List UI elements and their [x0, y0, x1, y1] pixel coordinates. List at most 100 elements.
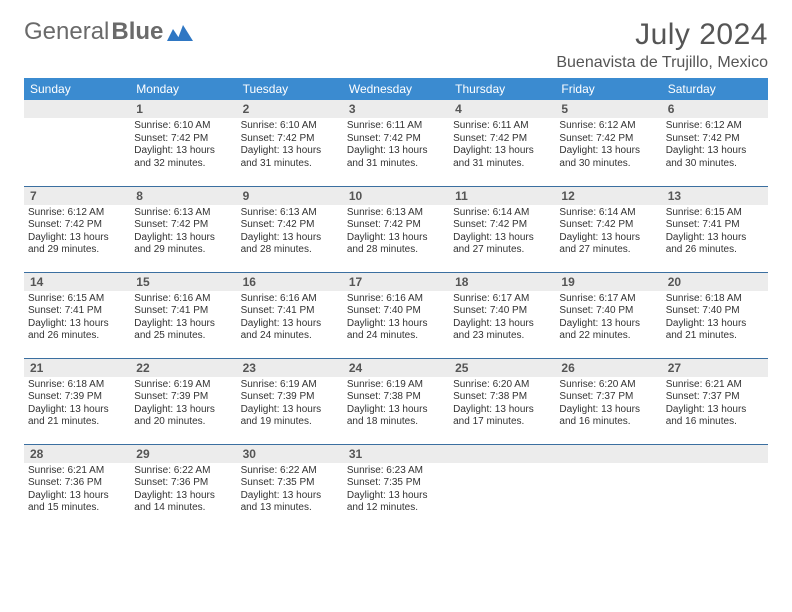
sunrise-line: Sunrise: 6:10 AM: [241, 120, 339, 133]
day-info: Sunrise: 6:22 AMSunset: 7:35 PMDaylight:…: [241, 465, 339, 515]
calendar-empty-cell: [24, 100, 130, 186]
day-info: Sunrise: 6:12 AMSunset: 7:42 PMDaylight:…: [559, 120, 657, 170]
sunrise-line: Sunrise: 6:12 AM: [666, 120, 764, 133]
calendar-day-cell: 12Sunrise: 6:14 AMSunset: 7:42 PMDayligh…: [555, 186, 661, 272]
sunset-line: Sunset: 7:37 PM: [666, 391, 764, 404]
sunset-line: Sunset: 7:41 PM: [28, 305, 126, 318]
sunrise-line: Sunrise: 6:21 AM: [666, 379, 764, 392]
calendar-day-cell: 27 Sunrise: 6:21 AMSunset: 7:37 PMDayligh…: [662, 358, 768, 444]
calendar-day-cell: 23Sunrise: 6:19 AMSunset: 7:39 PMDayligh…: [237, 358, 343, 444]
daylight-line: Daylight: 13 hours and 31 minutes.: [241, 145, 339, 170]
daylight-line: Daylight: 13 hours and 28 minutes.: [241, 232, 339, 257]
daylight-line: Daylight: 13 hours and 19 minutes.: [241, 404, 339, 429]
day-number: 28: [24, 445, 130, 463]
daylight-line: Daylight: 13 hours and 24 minutes.: [241, 318, 339, 343]
sunrise-line: Sunrise: 6:13 AM: [241, 207, 339, 220]
sunset-line: Sunset: 7:40 PM: [453, 305, 551, 318]
day-number: 3: [343, 100, 449, 118]
day-number: 9: [237, 187, 343, 205]
calendar-body: 1Sunrise: 6:10 AMSunset: 7:42 PMDaylight…: [24, 100, 768, 530]
day-info: Sunrise: 6:13 AMSunset: 7:42 PMDaylight:…: [134, 207, 232, 257]
day-number: 8: [130, 187, 236, 205]
day-number: 6: [662, 100, 768, 118]
day-info: Sunrise: 6:11 AMSunset: 7:42 PMDaylight:…: [347, 120, 445, 170]
day-number: 5: [555, 100, 661, 118]
sunrise-line: Sunrise: 6:19 AM: [347, 379, 445, 392]
sunrise-line: Sunrise: 6:19 AM: [134, 379, 232, 392]
day-number: 31: [343, 445, 449, 463]
sunrise-line: Sunrise: 6:13 AM: [347, 207, 445, 220]
sunrise-line: Sunrise: 6:12 AM: [559, 120, 657, 133]
sunrise-line: Sunrise: 6:15 AM: [666, 207, 764, 220]
daylight-line: Daylight: 13 hours and 29 minutes.: [134, 232, 232, 257]
dow-friday: Friday: [555, 78, 661, 100]
dow-thursday: Thursday: [449, 78, 555, 100]
day-number: 1: [130, 100, 236, 118]
daylight-line: Daylight: 13 hours and 16 minutes.: [559, 404, 657, 429]
day-number: 4: [449, 100, 555, 118]
daylight-line: Daylight: 13 hours and 23 minutes.: [453, 318, 551, 343]
daylight-line: Daylight: 13 hours and 12 minutes.: [347, 490, 445, 515]
day-number: 16: [237, 273, 343, 291]
calendar-day-cell: 19Sunrise: 6:17 AMSunset: 7:40 PMDayligh…: [555, 272, 661, 358]
sunrise-line: Sunrise: 6:14 AM: [559, 207, 657, 220]
dow-header-row: Sunday Monday Tuesday Wednesday Thursday…: [24, 78, 768, 100]
sunrise-line: Sunrise: 6:19 AM: [241, 379, 339, 392]
brand-logo: GeneralBlue: [24, 18, 193, 46]
sunrise-line: Sunrise: 6:20 AM: [559, 379, 657, 392]
sunset-line: Sunset: 7:36 PM: [28, 477, 126, 490]
dow-tuesday: Tuesday: [237, 78, 343, 100]
daylight-line: Daylight: 13 hours and 27 minutes.: [559, 232, 657, 257]
sunrise-line: Sunrise: 6:12 AM: [28, 207, 126, 220]
daylight-line: Daylight: 13 hours and 30 minutes.: [666, 145, 764, 170]
daylight-line: Daylight: 13 hours and 16 minutes.: [666, 404, 764, 429]
day-info: Sunrise: 6:20 AMSunset: 7:37 PMDaylight:…: [559, 379, 657, 429]
day-info: Sunrise: 6:20 AMSunset: 7:38 PMDaylight:…: [453, 379, 551, 429]
sunset-line: Sunset: 7:39 PM: [134, 391, 232, 404]
day-info: Sunrise: 6:15 AMSunset: 7:41 PMDaylight:…: [666, 207, 764, 257]
daylight-line: Daylight: 13 hours and 26 minutes.: [666, 232, 764, 257]
brand-word-2: Blue: [111, 18, 163, 46]
daylight-line: Daylight: 13 hours and 31 minutes.: [347, 145, 445, 170]
calendar-day-cell: 8 Sunrise: 6:13 AMSunset: 7:42 PMDaylight…: [130, 186, 236, 272]
sunrise-line: Sunrise: 6:22 AM: [241, 465, 339, 478]
sunset-line: Sunset: 7:42 PM: [241, 219, 339, 232]
calendar-day-cell: 2Sunrise: 6:10 AMSunset: 7:42 PMDaylight…: [237, 100, 343, 186]
sunset-line: Sunset: 7:40 PM: [666, 305, 764, 318]
sunrise-line: Sunrise: 6:18 AM: [666, 293, 764, 306]
calendar-day-cell: 9 Sunrise: 6:13 AMSunset: 7:42 PMDaylight…: [237, 186, 343, 272]
day-number: 24: [343, 359, 449, 377]
day-number: 27: [662, 359, 768, 377]
day-info: Sunrise: 6:18 AMSunset: 7:40 PMDaylight:…: [666, 293, 764, 343]
sunrise-line: Sunrise: 6:11 AM: [453, 120, 551, 133]
daylight-line: Daylight: 13 hours and 29 minutes.: [28, 232, 126, 257]
daylight-line: Daylight: 13 hours and 30 minutes.: [559, 145, 657, 170]
day-info: Sunrise: 6:14 AMSunset: 7:42 PMDaylight:…: [453, 207, 551, 257]
calendar-day-cell: 18Sunrise: 6:17 AMSunset: 7:40 PMDayligh…: [449, 272, 555, 358]
sunset-line: Sunset: 7:35 PM: [347, 477, 445, 490]
daylight-line: Daylight: 13 hours and 26 minutes.: [28, 318, 126, 343]
calendar-day-cell: 22 Sunrise: 6:19 AMSunset: 7:39 PMDayligh…: [130, 358, 236, 444]
day-number: [449, 445, 555, 463]
day-number: 17: [343, 273, 449, 291]
day-number: [662, 445, 768, 463]
daylight-line: Daylight: 13 hours and 21 minutes.: [666, 318, 764, 343]
calendar-day-cell: 11Sunrise: 6:14 AMSunset: 7:42 PMDayligh…: [449, 186, 555, 272]
day-info: Sunrise: 6:10 AMSunset: 7:42 PMDaylight:…: [134, 120, 232, 170]
sunset-line: Sunset: 7:40 PM: [347, 305, 445, 318]
day-info: Sunrise: 6:19 AMSunset: 7:39 PMDaylight:…: [241, 379, 339, 429]
sunrise-line: Sunrise: 6:20 AM: [453, 379, 551, 392]
sunrise-line: Sunrise: 6:13 AM: [134, 207, 232, 220]
daylight-line: Daylight: 13 hours and 20 minutes.: [134, 404, 232, 429]
day-number: 22: [130, 359, 236, 377]
day-info: Sunrise: 6:17 AMSunset: 7:40 PMDaylight:…: [559, 293, 657, 343]
day-info: Sunrise: 6:23 AMSunset: 7:35 PMDaylight:…: [347, 465, 445, 515]
calendar-day-cell: 28Sunrise: 6:21 AMSunset: 7:36 PMDayligh…: [24, 444, 130, 530]
calendar-day-cell: 16Sunrise: 6:16 AMSunset: 7:41 PMDayligh…: [237, 272, 343, 358]
title-block: July 2024 Buenavista de Trujillo, Mexico: [556, 18, 768, 72]
day-number: 13: [662, 187, 768, 205]
sunrise-line: Sunrise: 6:15 AM: [28, 293, 126, 306]
calendar-day-cell: 13 Sunrise: 6:15 AMSunset: 7:41 PMDayligh…: [662, 186, 768, 272]
day-info: Sunrise: 6:21 AMSunset: 7:37 PMDaylight:…: [666, 379, 764, 429]
day-info: Sunrise: 6:13 AMSunset: 7:42 PMDaylight:…: [347, 207, 445, 257]
